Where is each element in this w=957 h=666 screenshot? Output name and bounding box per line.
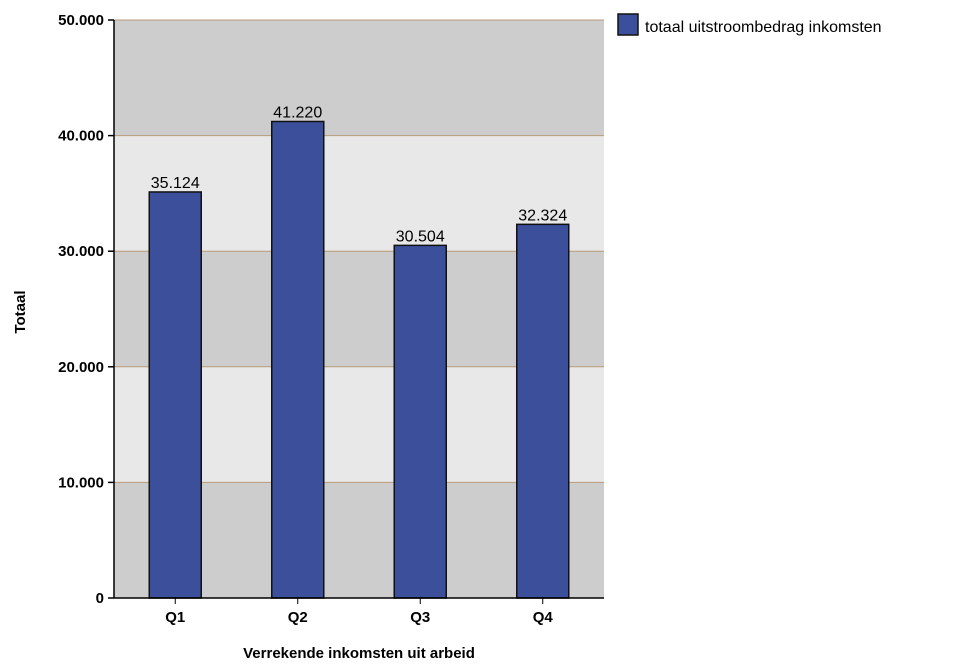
x-tick-label-q1: Q1 bbox=[165, 609, 185, 626]
data-label-q3: 30.504 bbox=[396, 228, 445, 245]
data-labels: 35.124 41.220 30.504 32.324 bbox=[151, 104, 568, 245]
legend-label: totaal uitstroombedrag inkomsten bbox=[645, 19, 882, 36]
bar-q3 bbox=[393, 244, 447, 599]
y-tick-label: 10.000 bbox=[58, 474, 104, 491]
y-tick-label: 20.000 bbox=[58, 359, 104, 376]
x-axis-ticks: Q1 Q2 Q3 Q4 bbox=[165, 598, 553, 626]
y-axis-ticks: 0 10.000 20.000 30.000 40.000 50.000 bbox=[58, 12, 114, 607]
y-tick-label: 50.000 bbox=[58, 12, 104, 29]
bar-q1 bbox=[148, 191, 202, 599]
bar-q2 bbox=[271, 120, 325, 599]
data-label-q4: 32.324 bbox=[518, 207, 567, 224]
y-tick-label: 0 bbox=[96, 590, 104, 607]
data-label-q2: 41.220 bbox=[273, 104, 322, 121]
x-tick-label-q2: Q2 bbox=[288, 609, 308, 626]
x-axis-title: Verrekende inkomsten uit arbeid bbox=[243, 645, 475, 661]
y-tick-label: 40.000 bbox=[58, 128, 104, 145]
y-axis-title: Totaal bbox=[12, 290, 29, 333]
bars bbox=[148, 120, 570, 599]
data-label-q1: 35.124 bbox=[151, 175, 200, 192]
x-tick-label-q4: Q4 bbox=[533, 609, 554, 626]
axes bbox=[113, 20, 604, 599]
legend-swatch bbox=[617, 13, 639, 36]
plot-band bbox=[114, 20, 604, 136]
legend: totaal uitstroombedrag inkomsten bbox=[617, 13, 882, 36]
bar-q4 bbox=[516, 223, 570, 599]
y-tick-label: 30.000 bbox=[58, 243, 104, 260]
x-tick-label-q3: Q3 bbox=[410, 609, 430, 626]
